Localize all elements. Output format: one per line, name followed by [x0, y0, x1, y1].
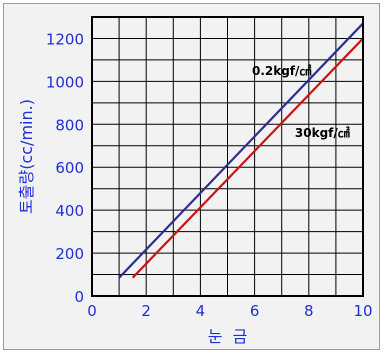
x-tick-label: 8	[304, 302, 314, 320]
series-annotation: 30kgf/㎠	[295, 125, 350, 140]
grid-lines	[92, 17, 363, 296]
y-axis-label: 토출량(cc/min.)	[17, 99, 36, 214]
y-tick-label: 600	[55, 159, 84, 177]
series-annotation: 0.2kgf/㎠	[252, 63, 311, 78]
x-tick-label: 10	[353, 302, 372, 320]
x-axis-label: 눈 금	[208, 327, 248, 346]
x-tick-label: 2	[141, 302, 151, 320]
x-tick-label: 4	[196, 302, 206, 320]
x-tick-label: 0	[87, 302, 97, 320]
plot-border	[91, 16, 364, 297]
y-tick-label: 400	[55, 202, 84, 220]
series-lines	[118, 22, 364, 279]
y-tick-label: 1200	[46, 30, 84, 48]
annotations: 0.2kgf/㎠ 30kgf/㎠	[252, 63, 350, 140]
y-tick-label: 800	[55, 116, 84, 134]
series-line-2	[131, 37, 364, 279]
y-tick-label: 1000	[46, 73, 84, 91]
y-tick-label: 0	[74, 288, 84, 306]
y-tick-label: 200	[55, 245, 84, 263]
chart-svg: 0 2 4 6 8 10 0 200 400 600 800 1000 1200 눈 금 토출량(cc/…	[17, 16, 373, 346]
series-line-1	[118, 22, 364, 279]
tick-labels: 0 2 4 6 8 10 0 200 400 600 800 1000 1200	[46, 30, 373, 320]
chart-frame: 0 2 4 6 8 10 0 200 400 600 800 1000 1200 눈 금 토출량(cc/…	[3, 3, 380, 350]
x-tick-label: 6	[250, 302, 260, 320]
